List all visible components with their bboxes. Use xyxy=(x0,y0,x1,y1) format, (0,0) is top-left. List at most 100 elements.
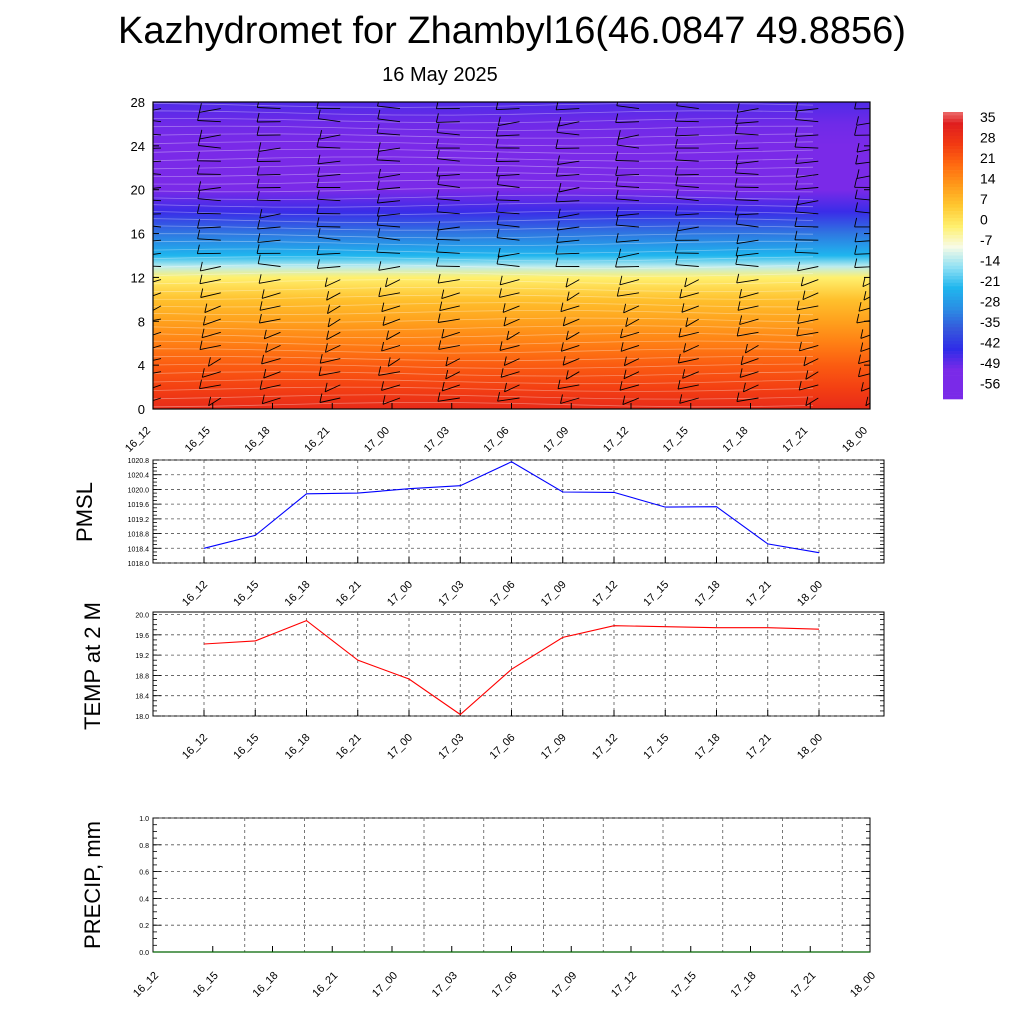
x-tick-label: 17_03 xyxy=(436,732,466,762)
wind-barb-staff xyxy=(437,183,460,188)
wind-barb-staff xyxy=(801,279,819,287)
wind-barb-feather xyxy=(197,219,200,229)
colorbar-segment xyxy=(943,286,963,290)
wind-barb-feather xyxy=(199,129,203,139)
x-tick-label: 16_15 xyxy=(191,970,221,1000)
wind-barb-feather xyxy=(619,275,623,285)
wind-barb-staff xyxy=(445,358,461,367)
wind-barb-staff xyxy=(153,371,162,374)
wind-barb-staff xyxy=(556,108,580,111)
wind-barb-staff xyxy=(797,305,819,311)
isotherm-line xyxy=(153,125,814,131)
y-tick-label: 0 xyxy=(138,402,145,417)
wind-barb-feather xyxy=(734,205,738,215)
wind-barb-feather xyxy=(619,381,623,391)
x-tick-label: 17_15 xyxy=(661,425,691,455)
wind-barb-staff xyxy=(856,175,870,179)
wind-barb-staff xyxy=(378,147,401,152)
wind-barb-staff xyxy=(679,397,699,404)
wind-barb-feather xyxy=(377,102,379,107)
y-axis-label: PMSL xyxy=(72,482,97,542)
wind-barb-feather xyxy=(208,396,212,406)
wind-barb-feather xyxy=(796,195,800,205)
wind-barb-feather xyxy=(862,277,866,287)
wind-barb-feather xyxy=(506,330,510,340)
colorbar-segment xyxy=(943,378,963,383)
wind-barb-staff xyxy=(437,226,460,231)
wind-barb-feather xyxy=(139,216,141,225)
wind-barb-feather xyxy=(445,369,449,380)
wind-barb-staff xyxy=(257,199,281,202)
x-tick-label: 17_09 xyxy=(539,579,569,609)
wind-barb-feather xyxy=(502,303,506,313)
y-axis-label: TEMP at 2 M xyxy=(80,602,105,730)
wind-barb-feather xyxy=(376,243,380,253)
wind-barb-feather xyxy=(615,233,619,243)
wind-barb-feather xyxy=(735,255,739,265)
wind-barb-feather xyxy=(499,341,503,351)
wind-barb-staff xyxy=(317,198,341,202)
wind-barb-feather xyxy=(555,245,559,255)
colorbar-segment xyxy=(943,129,963,133)
wind-barb-feather xyxy=(256,244,260,254)
wind-barb-staff xyxy=(436,121,460,123)
wind-barb-feather xyxy=(679,289,683,299)
colorbar-segment xyxy=(943,122,963,126)
wind-barb-staff xyxy=(616,239,640,243)
wind-barb-feather xyxy=(496,228,500,238)
wind-barb-staff xyxy=(735,147,759,150)
wind-barb-staff xyxy=(855,198,870,201)
wind-barb-feather xyxy=(676,102,678,106)
wind-barb-feather xyxy=(261,354,265,364)
colorbar-segment xyxy=(943,310,963,314)
colorbar-segment xyxy=(943,194,963,198)
wind-barb-feather xyxy=(796,326,800,336)
wind-barb-feather xyxy=(865,396,869,406)
y-tick-label: 20 xyxy=(131,183,145,198)
wind-barb-feather xyxy=(196,204,200,214)
wind-barb-staff xyxy=(557,226,580,231)
wind-barb-staff xyxy=(377,213,401,217)
isotherm-line xyxy=(153,179,814,185)
isotherm-line xyxy=(153,187,814,193)
wind-barb-staff xyxy=(496,108,520,111)
colorbar-segment xyxy=(943,354,963,359)
wind-barb-staff xyxy=(262,397,281,405)
wind-barb-staff xyxy=(318,118,341,123)
wind-barb-staff xyxy=(257,107,281,110)
colorbar-segment xyxy=(943,381,963,386)
colorbar-segment xyxy=(943,392,963,396)
colorbar-segment xyxy=(943,115,963,120)
colorbar-label: -35 xyxy=(980,314,1000,330)
isotherm-line xyxy=(153,148,814,154)
wind-barb-staff xyxy=(153,120,162,123)
wind-barb-staff xyxy=(377,187,401,191)
wind-barb-feather xyxy=(675,206,679,216)
wind-barb-feather xyxy=(324,343,328,353)
wind-barb-staff xyxy=(325,344,341,353)
wind-barb-feather xyxy=(854,102,857,109)
wind-barb-feather xyxy=(499,275,503,285)
isotherm-line xyxy=(153,171,814,178)
colorbar-segment xyxy=(943,207,963,212)
wind-barb-feather xyxy=(199,340,203,350)
colorbar-segment xyxy=(943,327,963,331)
wind-barb-staff xyxy=(153,318,162,321)
wind-barb-feather xyxy=(803,356,807,366)
wind-barb-feather xyxy=(802,290,806,300)
wind-barb-feather xyxy=(565,330,569,340)
wind-barb-staff xyxy=(153,147,162,149)
colorbar-segment xyxy=(943,163,963,167)
wind-barb-staff xyxy=(684,279,700,288)
wind-barb-staff xyxy=(441,331,460,339)
x-tick-label: 17_12 xyxy=(601,425,631,455)
wind-barb-feather xyxy=(381,381,384,391)
wind-barb-feather xyxy=(674,231,678,241)
wind-barb-staff xyxy=(736,239,759,245)
wind-barb-staff xyxy=(616,213,640,217)
isotherm-line xyxy=(153,117,814,124)
y-tick-label: 0.2 xyxy=(139,923,149,930)
wind-barb-staff xyxy=(805,397,819,407)
wind-barb-feather xyxy=(376,180,380,190)
wind-barb-staff xyxy=(503,318,520,327)
